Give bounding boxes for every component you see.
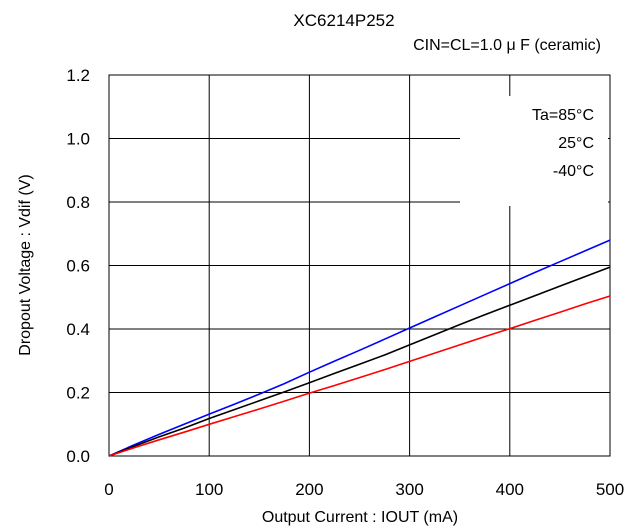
- x-tick-label: 400: [496, 480, 524, 499]
- y-tick-labels: 0.0 0.2 0.4 0.6 0.8 1.0 1.2: [66, 66, 90, 466]
- y-tick-label: 0.0: [66, 447, 90, 466]
- chart-subtitle: CIN=CL=1.0 μ F (ceramic): [413, 37, 601, 54]
- plot-frame: [108, 74, 611, 457]
- chart-title: XC6214P252: [293, 11, 394, 30]
- series-line-1: [108, 266, 611, 457]
- series-line-2: [108, 295, 611, 457]
- legend: Ta=85°C 25°C -40°C: [532, 107, 594, 180]
- y-tick-label: 1.0: [66, 130, 90, 149]
- y-tick-label: 1.2: [66, 66, 90, 85]
- series-line-0: [108, 239, 611, 457]
- x-tick-label: 100: [195, 480, 223, 499]
- legend-entry-minus40c: -40°C: [553, 163, 594, 180]
- x-tick-label: 200: [295, 480, 323, 499]
- legend-background: [460, 96, 608, 206]
- x-tick-labels: 0 100 200 300 400 500: [104, 480, 624, 499]
- legend-entry-85c: Ta=85°C: [532, 107, 594, 124]
- y-tick-label: 0.8: [66, 193, 90, 212]
- x-tick-label: 300: [395, 480, 423, 499]
- x-tick-label: 0: [104, 480, 113, 499]
- x-axis-label: Output Current : IOUT (mA): [262, 509, 458, 526]
- y-tick-label: 0.2: [66, 384, 90, 403]
- y-tick-label: 0.6: [66, 257, 90, 276]
- legend-entry-25c: 25°C: [558, 135, 594, 152]
- series-lines: [108, 239, 611, 457]
- x-tick-label: 500: [596, 480, 624, 499]
- y-axis-label: Dropout Voltage : Vdif (V): [17, 174, 34, 355]
- y-tick-label: 0.4: [66, 320, 90, 339]
